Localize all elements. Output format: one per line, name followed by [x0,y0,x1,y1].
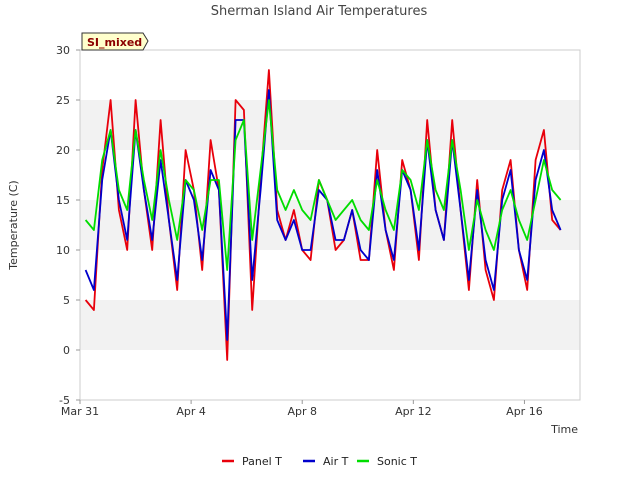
legend-entry: Sonic T [377,455,417,468]
series-line-air-t [84,89,562,341]
legend: Panel T Air T Sonic T [222,455,417,468]
legend-entry: Air T [323,455,349,468]
badge-box [81,32,149,51]
y-tick-label: 15 [56,194,70,207]
y-axis-label: Temperature (C) [7,180,20,270]
x-tick-label: Apr 12 [395,405,432,418]
y-tick-label: 30 [56,44,70,57]
x-tick-label: Apr 8 [287,405,317,418]
chart-title: Sherman Island Air Temperatures [211,4,428,19]
badge: SI_mixed [81,32,149,51]
plot-frame [79,49,581,401]
grid-band [80,100,580,150]
x-axis: Mar 31 Apr 4 Apr 8 Apr 12 Apr 16 [61,400,543,418]
y-tick-label: 0 [63,344,70,357]
y-tick-label: 10 [56,244,70,257]
x-tick-label: Apr 16 [506,405,543,418]
y-tick-label: 5 [63,294,70,307]
series-lines [84,69,562,361]
y-tick-label: 20 [56,144,70,157]
badge-label: SI_mixed [87,36,142,49]
grid-bands [80,100,580,350]
x-axis-label: Time [550,423,578,436]
y-axis: -5 0 5 10 15 20 25 30 [56,44,80,407]
x-tick-label: Mar 31 [61,405,99,418]
legend-entry: Panel T [242,455,282,468]
y-tick-label: 25 [56,94,70,107]
grid-band [80,300,580,350]
y-tick-label: -5 [59,394,70,407]
series-line-sonic-t [84,99,562,271]
x-tick-label: Apr 4 [176,405,206,418]
